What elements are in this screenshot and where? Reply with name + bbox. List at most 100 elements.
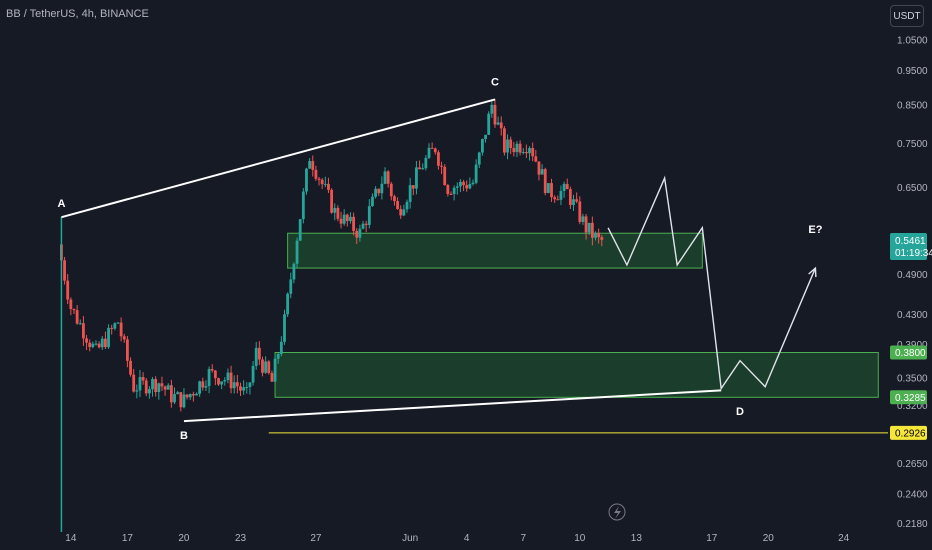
time-tick-label: 13 <box>631 533 643 544</box>
candle <box>342 214 346 224</box>
time-tick-label: Jun <box>402 533 418 544</box>
candle <box>487 113 491 135</box>
candle <box>433 148 437 153</box>
candle <box>314 169 318 179</box>
price-tick-label: 0.4900 <box>897 270 928 281</box>
candle <box>169 385 173 403</box>
candle <box>396 201 399 210</box>
candle <box>543 169 547 194</box>
candle <box>276 354 280 359</box>
candle <box>141 377 145 381</box>
candle <box>449 194 453 196</box>
candle <box>477 152 481 165</box>
level-tag-label: 0.3285 <box>895 393 926 404</box>
candle <box>367 206 371 225</box>
candle <box>235 382 239 387</box>
candle <box>160 383 164 387</box>
price-tick-label: 0.4300 <box>897 310 928 321</box>
candle <box>443 166 447 186</box>
price-axis: 1.0500 0.9500 0.8500 0.7500 0.6500 0.4900 0.43… <box>897 35 928 530</box>
candle <box>352 216 355 231</box>
candle <box>320 179 324 185</box>
current-price-label: 0.5461 <box>895 236 926 247</box>
price-tick-label: 0.3200 <box>897 401 928 412</box>
current-price-tag <box>890 232 927 260</box>
candle <box>440 165 443 167</box>
candle <box>528 148 531 154</box>
candle <box>308 161 312 169</box>
price-tick-label: 0.3500 <box>897 373 928 384</box>
candle <box>245 386 249 388</box>
candle <box>377 188 381 194</box>
wave-point-label: C <box>491 77 499 89</box>
time-tick-label: 7 <box>520 533 526 544</box>
candle <box>531 148 535 157</box>
candle <box>257 347 261 360</box>
candle <box>242 387 246 391</box>
candle <box>336 207 340 219</box>
price-tick-label: 0.7500 <box>897 139 928 150</box>
point-labels-layer: A B C D E? <box>57 77 822 442</box>
candle <box>176 392 180 395</box>
candle <box>191 394 195 396</box>
lightning-icon[interactable] <box>608 503 626 521</box>
time-tick-label: 10 <box>574 533 586 544</box>
candle <box>361 223 365 229</box>
candle <box>91 343 95 348</box>
level-tag <box>890 345 927 360</box>
candle <box>465 185 469 189</box>
candle <box>358 228 362 238</box>
candle <box>113 323 117 329</box>
candle <box>151 378 154 390</box>
candle <box>490 104 494 114</box>
time-tick-label: 17 <box>122 533 134 544</box>
price-tick-label: 0.2650 <box>897 459 928 470</box>
candle <box>393 196 396 202</box>
candle <box>471 182 475 184</box>
candle <box>506 139 509 153</box>
trendline[interactable] <box>183 389 722 423</box>
candle <box>509 139 513 149</box>
candle <box>427 147 431 158</box>
candle <box>452 187 456 195</box>
time-tick-label: 17 <box>706 533 718 544</box>
currency-button[interactable]: USDT <box>890 5 924 27</box>
candle <box>459 181 462 187</box>
projection-path[interactable] <box>607 175 817 391</box>
candle <box>289 279 293 294</box>
candle <box>474 164 478 183</box>
wave-point-label: D <box>736 406 744 418</box>
candle <box>126 339 129 361</box>
candle <box>600 237 604 240</box>
candle <box>254 347 258 366</box>
level-tag <box>890 390 927 405</box>
candle <box>292 263 296 280</box>
candle <box>330 189 334 213</box>
candle <box>515 143 519 153</box>
trendline[interactable] <box>61 98 496 219</box>
candle <box>213 370 217 379</box>
candle <box>455 186 459 188</box>
price-tick-label: 0.2180 <box>897 519 928 530</box>
candle <box>129 360 132 375</box>
candle <box>248 382 252 387</box>
candle <box>232 382 236 389</box>
candle <box>323 183 327 185</box>
demand-zone[interactable] <box>287 232 703 269</box>
candle <box>540 169 544 175</box>
candle <box>166 385 170 390</box>
candle <box>82 323 85 339</box>
time-tick-label: 20 <box>763 533 775 544</box>
demand-zone[interactable] <box>274 351 879 398</box>
candle <box>402 209 406 216</box>
candle <box>371 196 374 207</box>
candle <box>380 183 384 194</box>
candle <box>512 148 516 153</box>
candle <box>581 216 585 222</box>
candle <box>345 214 349 222</box>
candle <box>144 380 148 394</box>
candle <box>386 171 390 184</box>
candle <box>446 185 450 195</box>
